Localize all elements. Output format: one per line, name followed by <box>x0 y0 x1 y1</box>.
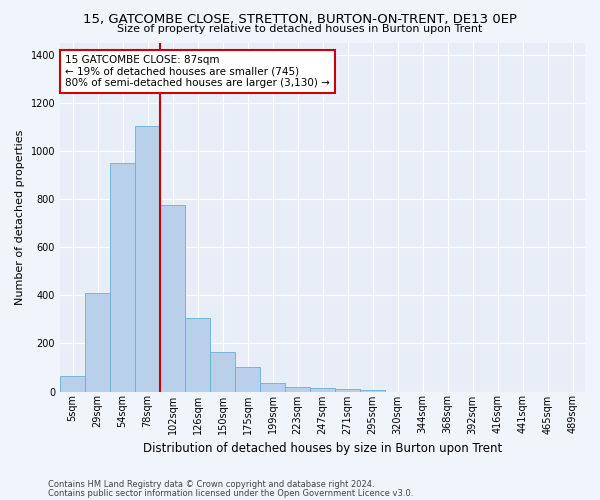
Bar <box>110 163 135 392</box>
Bar <box>160 205 185 392</box>
Bar <box>335 388 360 392</box>
Bar <box>260 383 285 392</box>
Bar <box>310 388 335 392</box>
Text: Contains HM Land Registry data © Crown copyright and database right 2024.: Contains HM Land Registry data © Crown c… <box>48 480 374 489</box>
Y-axis label: Number of detached properties: Number of detached properties <box>15 130 25 304</box>
Bar <box>235 368 260 392</box>
Text: Contains public sector information licensed under the Open Government Licence v3: Contains public sector information licen… <box>48 488 413 498</box>
Bar <box>210 352 235 392</box>
Text: 15 GATCOMBE CLOSE: 87sqm
← 19% of detached houses are smaller (745)
80% of semi-: 15 GATCOMBE CLOSE: 87sqm ← 19% of detach… <box>65 54 330 88</box>
Text: 15, GATCOMBE CLOSE, STRETTON, BURTON-ON-TRENT, DE13 0EP: 15, GATCOMBE CLOSE, STRETTON, BURTON-ON-… <box>83 12 517 26</box>
Text: Size of property relative to detached houses in Burton upon Trent: Size of property relative to detached ho… <box>118 24 482 34</box>
Bar <box>135 126 160 392</box>
Bar <box>360 390 385 392</box>
Bar <box>60 376 85 392</box>
Bar <box>85 293 110 392</box>
X-axis label: Distribution of detached houses by size in Burton upon Trent: Distribution of detached houses by size … <box>143 442 502 455</box>
Bar <box>185 318 210 392</box>
Bar <box>285 387 310 392</box>
